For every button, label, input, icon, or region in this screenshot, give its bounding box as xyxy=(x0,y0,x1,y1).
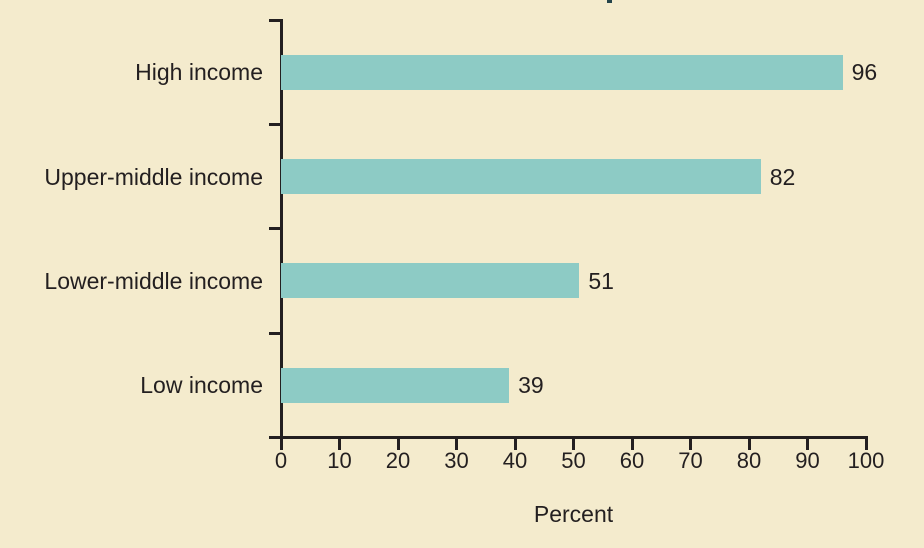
y-axis xyxy=(279,18,283,450)
x-axis-tick xyxy=(338,437,341,450)
x-tick-label: 70 xyxy=(678,448,703,473)
x-tick-label: 10 xyxy=(327,448,352,473)
bar-value-label: 96 xyxy=(851,59,878,86)
bar xyxy=(281,263,580,299)
category-label: Low income xyxy=(140,372,263,399)
bar-value-label: 82 xyxy=(769,163,796,190)
x-tick-label: 50 xyxy=(561,448,586,473)
x-tick-label: 60 xyxy=(619,448,645,473)
y-axis-tick xyxy=(268,18,281,22)
x-axis-tick xyxy=(747,437,751,450)
y-axis-tick xyxy=(268,331,281,335)
category-label: Upper-middle income xyxy=(44,163,263,190)
x-axis-tick xyxy=(455,437,458,450)
bar-value-label: 39 xyxy=(518,372,544,399)
x-axis-tick xyxy=(572,437,575,450)
x-axis-tick xyxy=(806,437,809,450)
y-axis-tick xyxy=(268,227,281,231)
bar xyxy=(281,367,510,403)
bar-value-label: 51 xyxy=(588,267,614,294)
x-tick-label: 40 xyxy=(502,448,528,473)
x-axis-title: Percent xyxy=(533,501,614,527)
y-axis-tick xyxy=(268,122,281,126)
bar xyxy=(281,54,843,90)
x-axis-tick xyxy=(689,437,692,450)
x-tick-label: 0 xyxy=(274,448,288,473)
x-tick-label: 30 xyxy=(444,448,469,473)
x-axis-tick xyxy=(864,437,868,450)
category-label: Lower-middle income xyxy=(44,267,263,294)
x-axis-tick xyxy=(396,437,400,450)
x-tick-label: 80 xyxy=(736,448,762,473)
x-axis-tick xyxy=(279,437,283,450)
x-axis-tick xyxy=(630,437,634,450)
x-tick-label: 20 xyxy=(385,448,411,473)
x-axis-tick xyxy=(513,437,517,450)
category-label: High income xyxy=(135,59,263,86)
bar xyxy=(281,159,761,195)
x-axis xyxy=(268,436,868,439)
x-tick-label: 90 xyxy=(795,448,820,473)
cropped-text-artifact xyxy=(607,0,612,3)
x-tick-label: 100 xyxy=(847,448,885,473)
